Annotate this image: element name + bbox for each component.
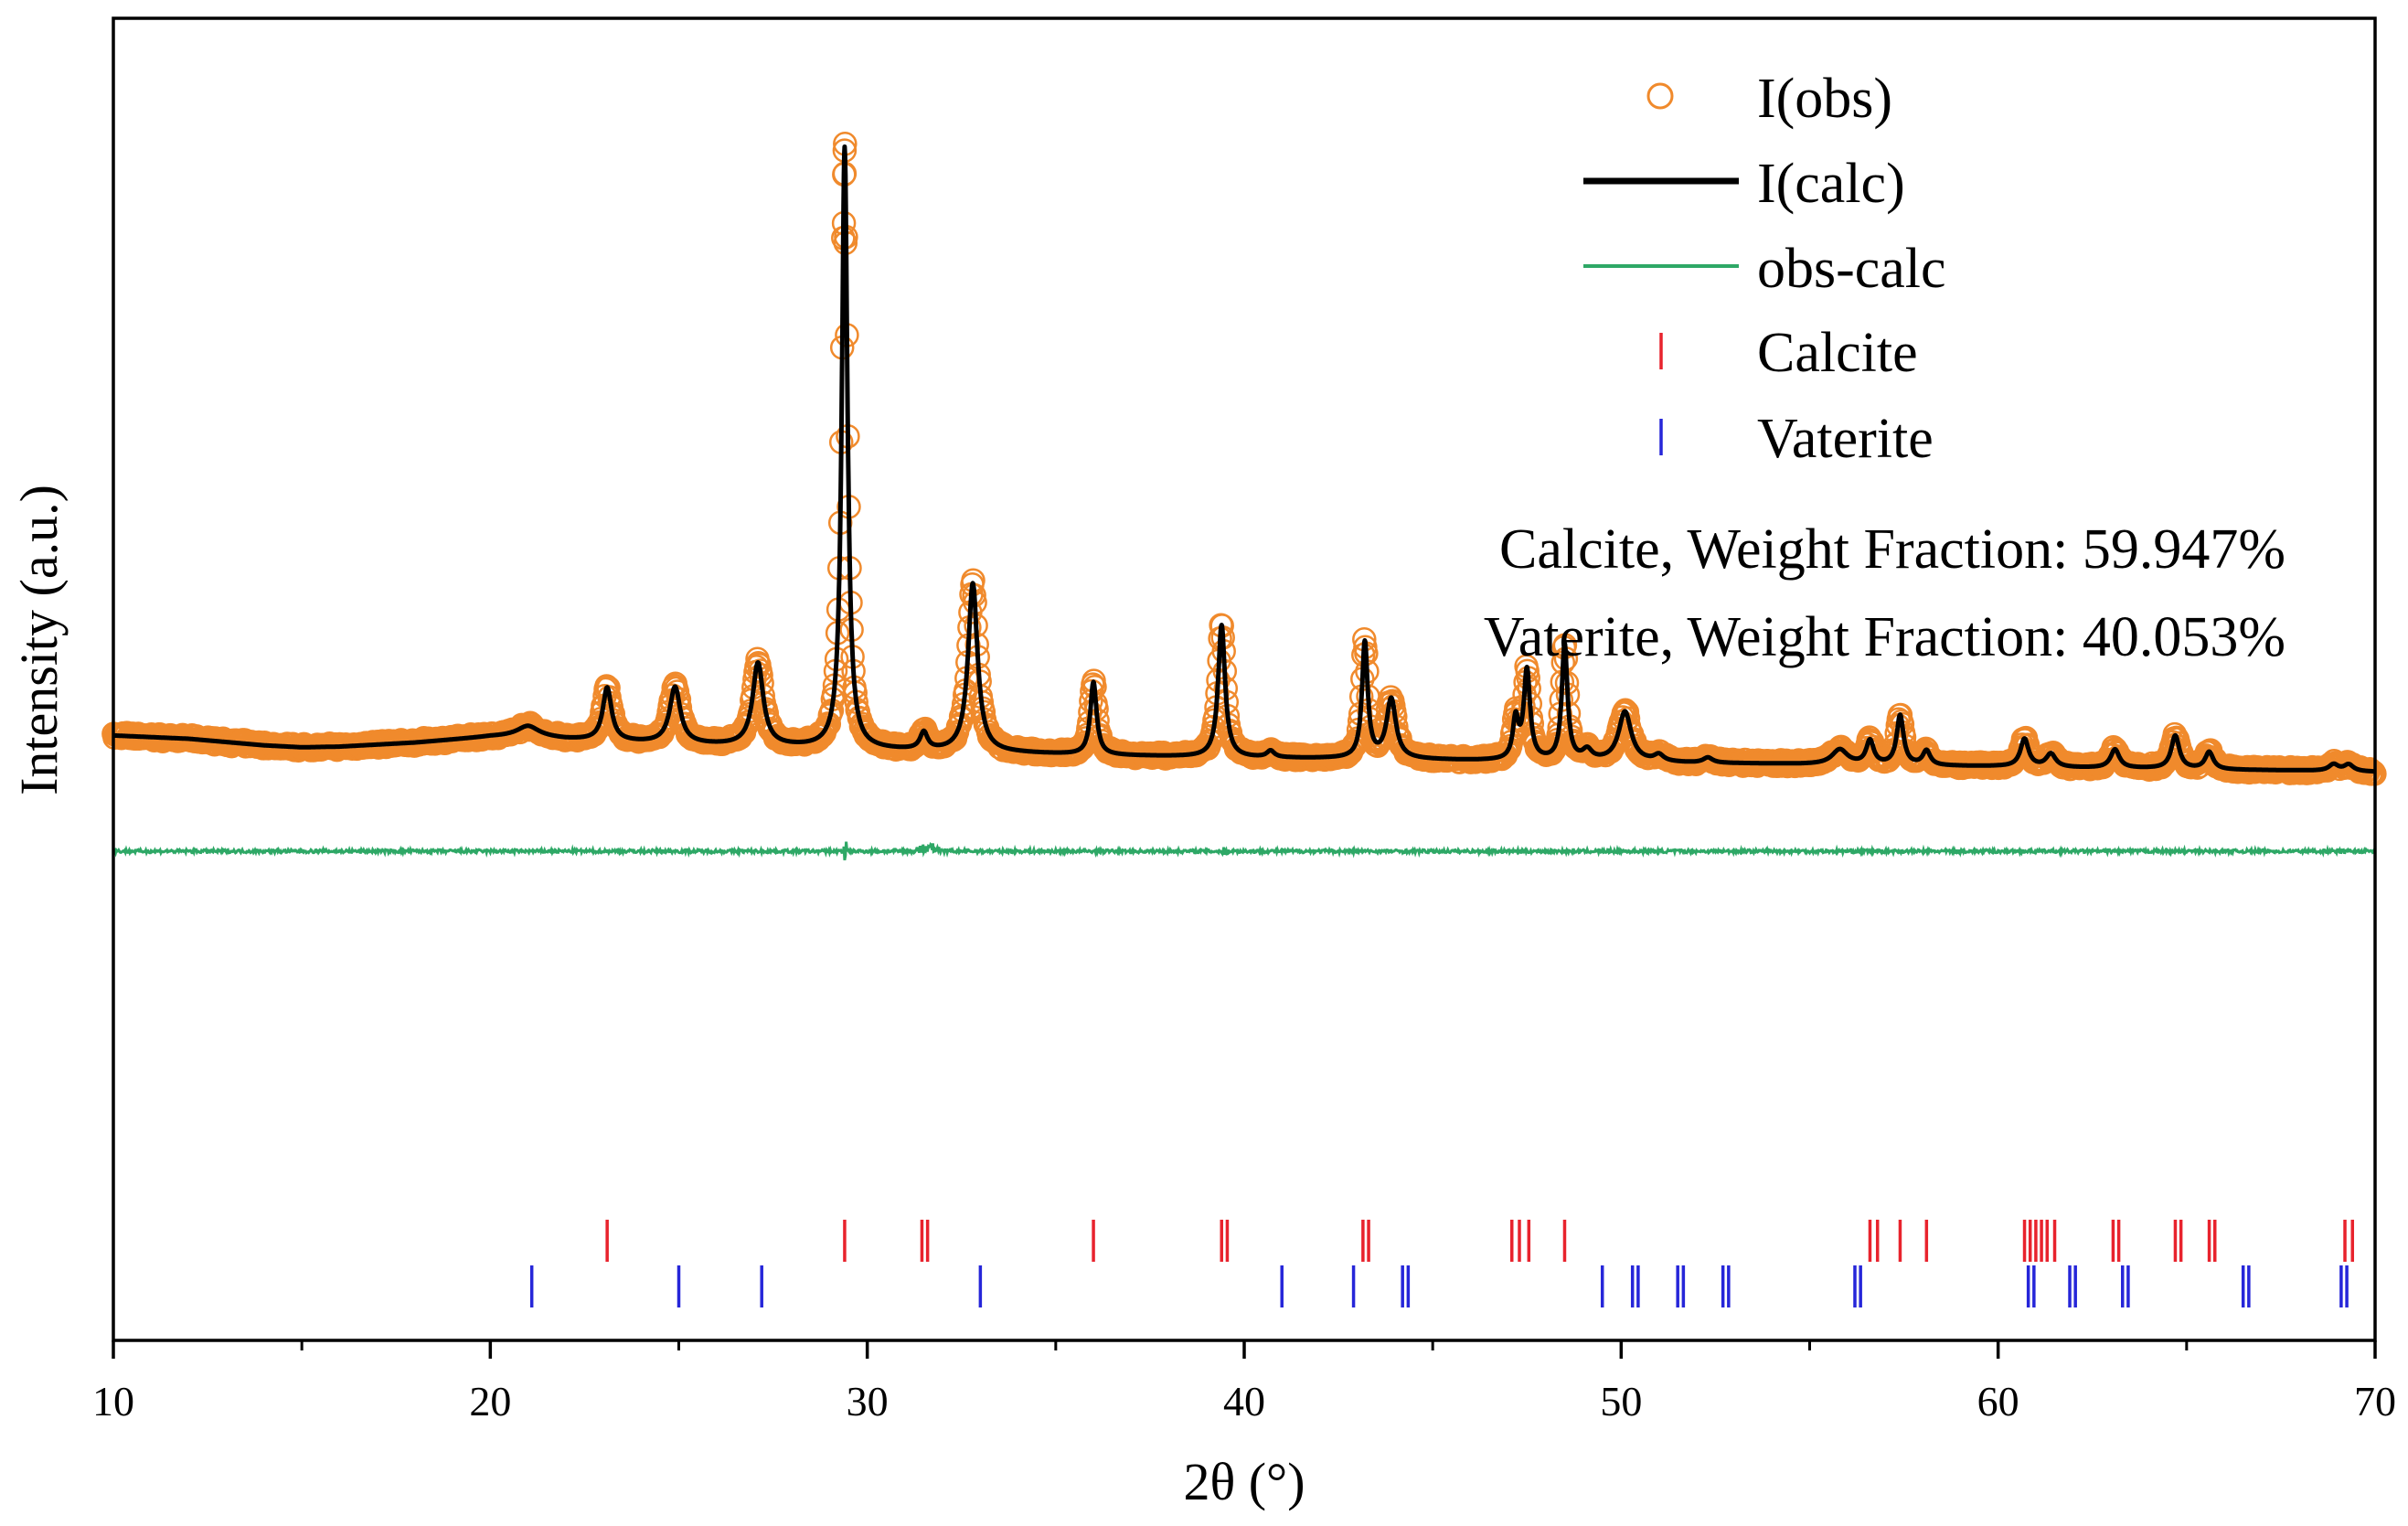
legend-label-vaterite: Vaterite xyxy=(1757,408,1934,470)
legend-label-icalc: I(calc) xyxy=(1757,153,1905,215)
vaterite-weight-fraction-annotation: Vaterite, Weight Fraction: 40.053% xyxy=(1484,606,2285,668)
x-tick-label: 70 xyxy=(2354,1378,2396,1425)
reflection-ticks xyxy=(529,1220,2355,1307)
legend-label-iobs: I(obs) xyxy=(1757,68,1892,130)
calcite-weight-fraction-annotation: Calcite, Weight Fraction: 59.947% xyxy=(1499,518,2285,581)
x-tick-label: 60 xyxy=(1977,1378,2019,1425)
x-tick-label: 50 xyxy=(1600,1378,1642,1425)
y-axis-title: Intensity (a.u.) xyxy=(9,485,69,795)
legend-label-obs-calc: obs-calc xyxy=(1757,238,1946,300)
x-tick-label: 40 xyxy=(1223,1378,1265,1425)
x-axis-title: 2θ (°) xyxy=(1183,1452,1305,1511)
x-tick-label: 20 xyxy=(469,1378,511,1425)
x-tick-label: 10 xyxy=(92,1378,134,1425)
x-tick-label: 30 xyxy=(847,1378,889,1425)
legend-label-calcite: Calcite xyxy=(1757,322,1918,384)
